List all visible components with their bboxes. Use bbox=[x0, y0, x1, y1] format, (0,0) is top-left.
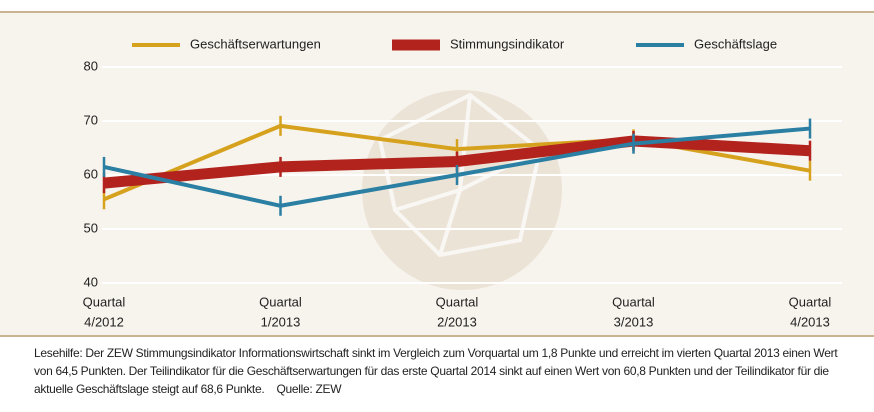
note-text: Lesehilfe: Der ZEW Stimmungsindikator In… bbox=[34, 346, 837, 396]
y-tick-label: 40 bbox=[84, 274, 98, 289]
x-tick-label: Quartal bbox=[612, 294, 655, 309]
x-tick-label: Quartal bbox=[436, 294, 479, 309]
chart: 40 50 60 70 80 Quartal 4/2012 Quartal 1/2013 Quar… bbox=[0, 0, 874, 340]
legend-label: Geschäftslage bbox=[694, 36, 777, 51]
x-tick-label: 4/2012 bbox=[84, 314, 124, 329]
legend-label: Geschäftserwartungen bbox=[190, 36, 321, 51]
y-tick-label: 50 bbox=[84, 220, 98, 235]
x-tick-label: 4/2013 bbox=[790, 314, 830, 329]
x-tick-label: Quartal bbox=[83, 294, 126, 309]
x-tick-label: 2/2013 bbox=[437, 314, 477, 329]
y-tick-label: 70 bbox=[84, 112, 98, 127]
x-tick-label: 1/2013 bbox=[261, 314, 301, 329]
x-tick-label: Quartal bbox=[789, 294, 832, 309]
y-tick-label: 60 bbox=[84, 166, 98, 181]
y-tick-label: 80 bbox=[84, 58, 98, 73]
page: 40 50 60 70 80 Quartal 4/2012 Quartal 1/2013 Quar… bbox=[0, 0, 874, 412]
x-tick-label: Quartal bbox=[259, 294, 302, 309]
legend-label: Stimmungsindikator bbox=[450, 36, 565, 51]
source: Quelle: ZEW bbox=[277, 382, 342, 396]
note: Lesehilfe: Der ZEW Stimmungsindikator In… bbox=[34, 344, 854, 398]
x-tick-label: 3/2013 bbox=[614, 314, 654, 329]
